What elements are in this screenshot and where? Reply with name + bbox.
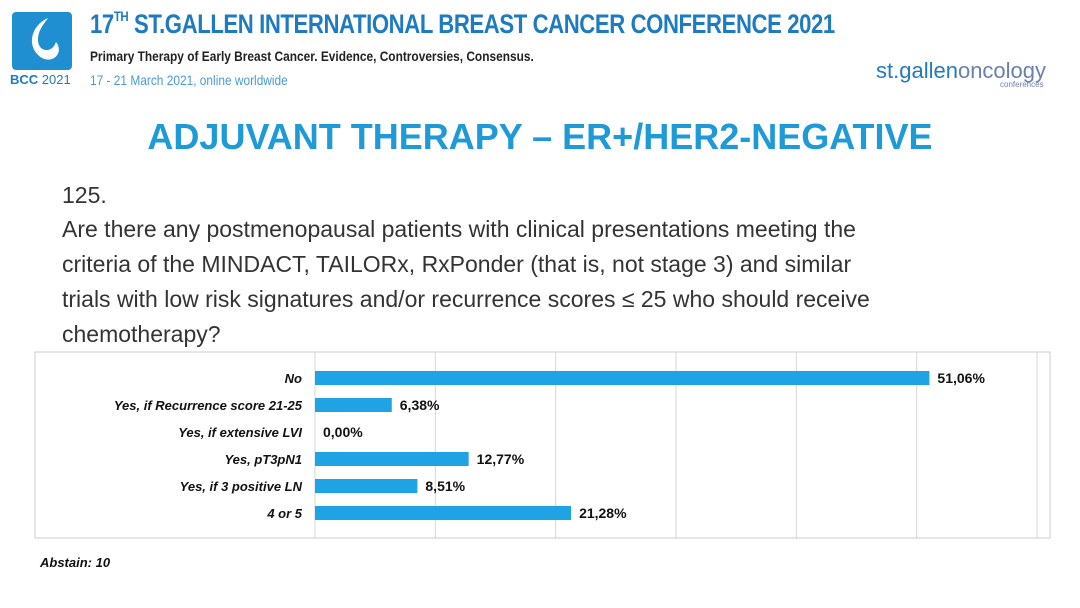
category-label: 4 or 5 [266, 506, 302, 521]
category-label: Yes, if 3 positive LN [180, 479, 303, 494]
conf-num: 17 [90, 9, 114, 39]
bar [315, 479, 418, 493]
value-label: 0,00% [323, 424, 363, 440]
chart: No 51,06% Yes, if Recurrence score 21-25 6,… [34, 351, 1051, 539]
category-label: No [285, 371, 302, 386]
question-line: trials with low risk signatures and/or r… [62, 286, 870, 312]
conference-title: 17TH ST.GALLEN INTERNATIONAL BREAST CANC… [90, 8, 835, 40]
logo-year: 2021 [41, 72, 71, 87]
bcc-logo [12, 12, 72, 70]
logo-text: BCC 2021 [10, 72, 71, 87]
bar [315, 506, 572, 520]
logo-bcc: BCC [10, 72, 39, 87]
brand-sub: conferences [1000, 80, 1044, 89]
brand: st.gallenoncology [876, 58, 1046, 84]
value-label: 51,06% [937, 370, 985, 386]
brand-b: oncology [957, 58, 1047, 83]
question-number: 125. [62, 182, 107, 208]
question-line: criteria of the MINDACT, TAILORx, RxPond… [62, 251, 852, 277]
bar [315, 452, 469, 466]
question-line: chemotherapy? [62, 321, 221, 347]
conf-rest: ST.GALLEN INTERNATIONAL BREAST CANCER CO… [128, 9, 835, 39]
value-label: 8,51% [425, 478, 465, 494]
value-label: 12,77% [477, 451, 525, 467]
brand-a: st.gallen [876, 58, 958, 83]
slide-title: ADJUVANT THERAPY – ER+/HER2-NEGATIVE [147, 116, 933, 157]
category-label: Yes, if Recurrence score 21-25 [114, 398, 303, 413]
question-line: Are there any postmenopausal patients wi… [62, 216, 856, 242]
footnote: Abstain: 10 [40, 555, 111, 570]
conf-sup: TH [113, 8, 129, 24]
value-label: 6,38% [400, 397, 440, 413]
value-label: 21,28% [579, 505, 627, 521]
bar [315, 371, 930, 385]
bar [315, 398, 392, 412]
category-label: Yes, if extensive LVI [178, 425, 302, 440]
conference-dates: 17 - 21 March 2021, online worldwide [90, 72, 288, 88]
conference-subtitle: Primary Therapy of Early Breast Cancer. … [90, 48, 534, 64]
category-label: Yes, pT3pN1 [224, 452, 302, 467]
